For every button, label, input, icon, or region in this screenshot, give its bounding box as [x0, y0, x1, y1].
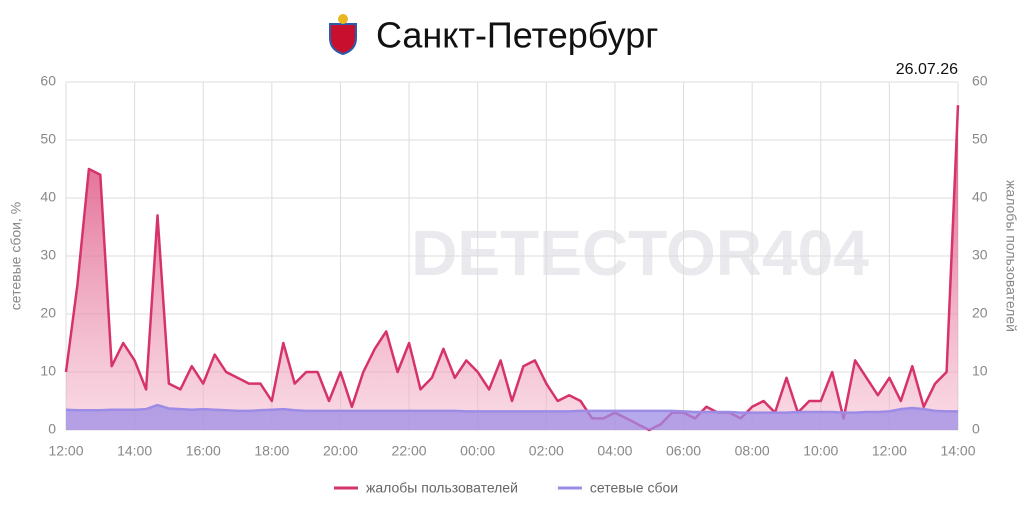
x-tick-label: 14:00: [117, 443, 152, 459]
x-tick-label: 02:00: [529, 443, 564, 459]
y2-tick-label: 10: [972, 363, 988, 379]
legend-label: сетевые сбои: [590, 480, 678, 496]
legend-label: жалобы пользователей: [366, 480, 518, 496]
x-tick-label: 12:00: [872, 443, 907, 459]
x-tick-label: 08:00: [735, 443, 770, 459]
x-tick-label: 00:00: [460, 443, 495, 459]
watermark: DETECTOR404: [411, 217, 869, 289]
x-tick-label: 22:00: [392, 443, 427, 459]
y-tick-label: 10: [40, 363, 56, 379]
y2-axis-title: жалобы пользователей: [1003, 180, 1019, 332]
y-tick-label: 30: [40, 247, 56, 263]
x-tick-label: 20:00: [323, 443, 358, 459]
line: [64, 105, 960, 432]
y2-tick-label: 50: [972, 131, 988, 147]
y-tick-label: 40: [40, 189, 56, 205]
x-tick-label: 06:00: [666, 443, 701, 459]
x-tick-label: 16:00: [186, 443, 221, 459]
y-tick-label: 0: [48, 421, 56, 437]
y-axis-title: сетевые сбои, %: [8, 202, 24, 310]
y-tick-label: 20: [40, 305, 56, 321]
line: [65, 403, 958, 414]
x-tick-label: 18:00: [254, 443, 289, 459]
x-tick-label: 14:00: [940, 443, 975, 459]
emblem: [329, 14, 357, 56]
y2-tick-label: 0: [972, 421, 980, 437]
x-tick-label: 12:00: [48, 443, 83, 459]
y-tick-label: 60: [40, 73, 56, 89]
area: [66, 105, 958, 430]
area: [66, 405, 958, 430]
y2-tick-label: 40: [972, 189, 988, 205]
date-label: 26.07.26: [896, 61, 958, 78]
y2-tick-label: 60: [972, 73, 988, 89]
x-tick-label: 04:00: [597, 443, 632, 459]
chart-title: Санкт-Петербург: [376, 15, 658, 56]
y-tick-label: 50: [40, 131, 56, 147]
y2-tick-label: 20: [972, 305, 988, 321]
x-tick-label: 10:00: [803, 443, 838, 459]
y2-tick-label: 30: [972, 247, 988, 263]
